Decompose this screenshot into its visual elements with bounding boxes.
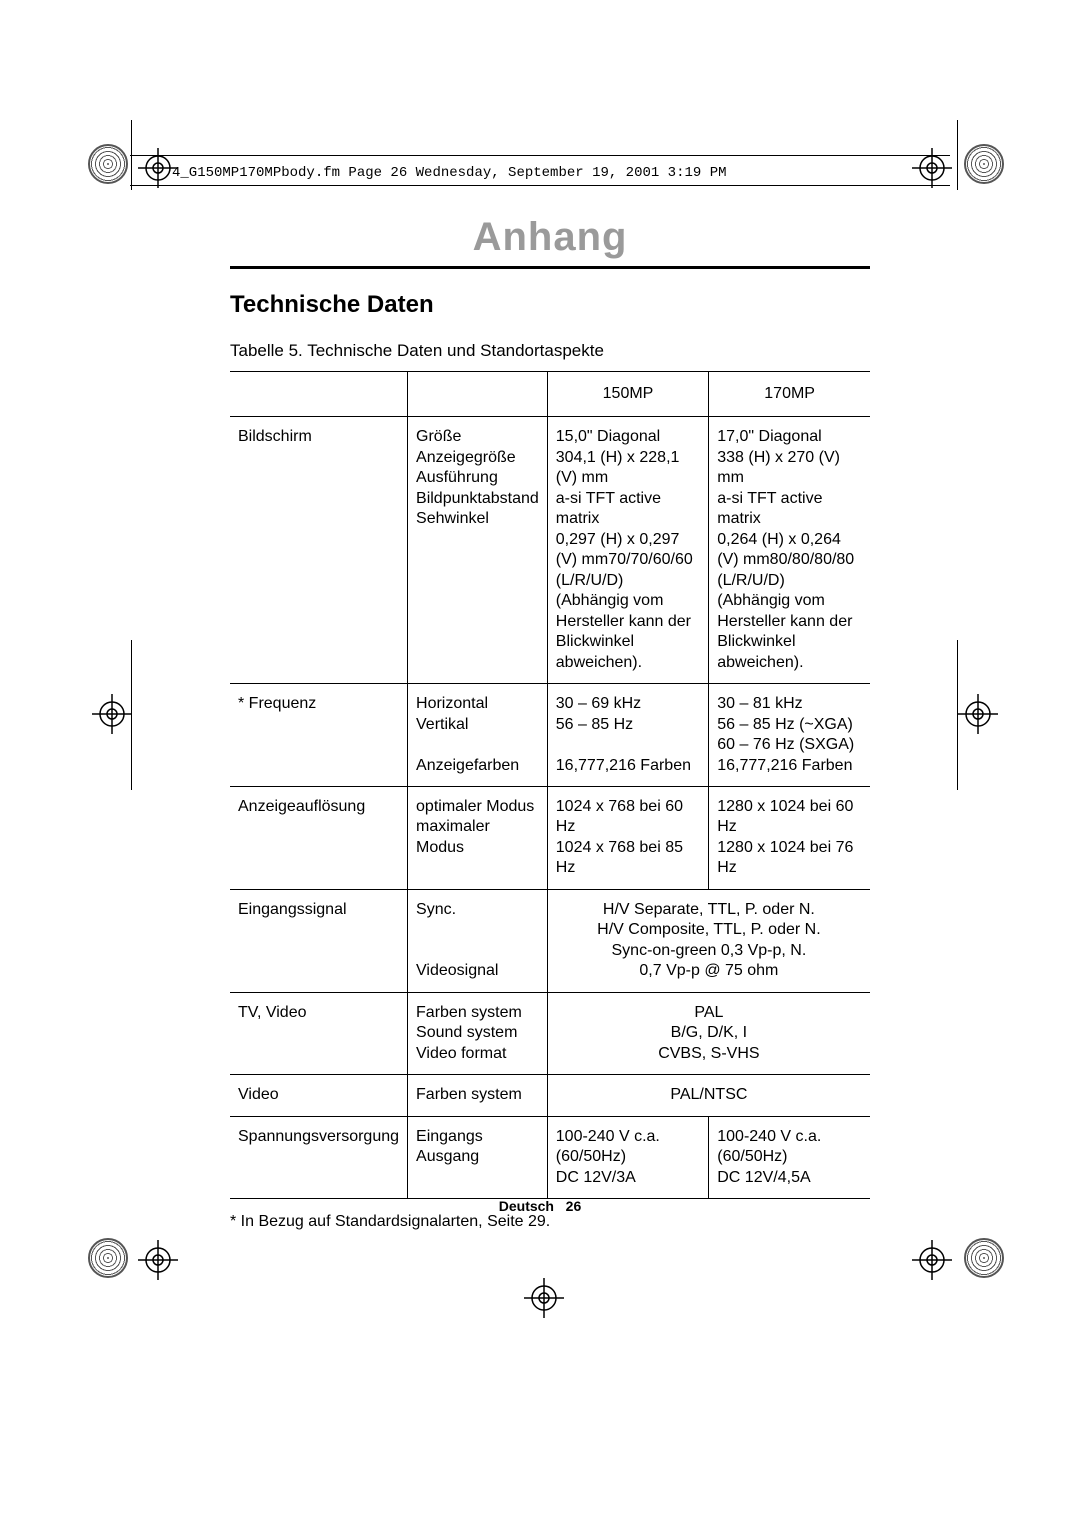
- hairline-right-top: [957, 120, 958, 190]
- row-frequenz: * Frequenz Horizontal Vertikal Anzeigefa…: [230, 684, 870, 787]
- th-170mp: 170MP: [709, 372, 870, 417]
- page: 4_G150MP170MPbody.fm Page 26 Wednesday, …: [0, 0, 1080, 1528]
- cell-label: Video: [230, 1075, 408, 1116]
- row-tvvideo: TV, Video Farben system Sound system Vid…: [230, 992, 870, 1074]
- cell-label: Bildschirm: [230, 417, 408, 684]
- cell-150: 15,0" Diagonal 304,1 (H) x 228,1 (V) mm …: [547, 417, 708, 684]
- table-footnote: * In Bezug auf Standardsignalarten, Seit…: [230, 1213, 870, 1231]
- spec-table: 150MP 170MP Bildschirm Größe Anzeigegröß…: [230, 371, 870, 1199]
- cell-170: 1280 x 1024 bei 60 Hz 1280 x 1024 bei 76…: [709, 786, 870, 889]
- row-aufloesung: Anzeigeauflösung optimaler Modus maximal…: [230, 786, 870, 889]
- th-blank2: [408, 372, 548, 417]
- cell-label: * Frequenz: [230, 684, 408, 787]
- table-head-row: 150MP 170MP: [230, 372, 870, 417]
- cell-150: 100-240 V c.a. (60/50Hz) DC 12V/3A: [547, 1116, 708, 1198]
- reg-mark-mr: [958, 694, 998, 734]
- reg-mark-br: [912, 1240, 952, 1280]
- reg-mark-bc: [524, 1278, 564, 1318]
- cell-attrs: Größe Anzeigegröße Ausführung Bildpunkta…: [408, 417, 548, 684]
- chapter-rule: [230, 266, 870, 269]
- cell-merged: PAL B/G, D/K, I CVBS, S-VHS: [547, 992, 870, 1074]
- cell-150: 1024 x 768 bei 60 Hz 1024 x 768 bei 85 H…: [547, 786, 708, 889]
- cell-170: 30 – 81 kHz 56 – 85 Hz (~XGA) 60 – 76 Hz…: [709, 684, 870, 787]
- hairline-right: [957, 640, 958, 790]
- cell-merged: H/V Separate, TTL, P. oder N. H/V Compos…: [547, 889, 870, 992]
- section-title: Technische Daten: [230, 291, 870, 319]
- cell-attrs: Horizontal Vertikal Anzeigefarben: [408, 684, 548, 787]
- crop-disc-tl: [88, 144, 128, 184]
- row-eingangssignal: Eingangssignal Sync. Videosignal H/V Sep…: [230, 889, 870, 992]
- footer-lang: Deutsch: [499, 1198, 554, 1214]
- header-rule-bottom: [130, 185, 950, 186]
- reg-mark-ml: [92, 694, 132, 734]
- crop-disc-bl: [88, 1238, 128, 1278]
- cell-170: 17,0" Diagonal 338 (H) x 270 (V) mm a-si…: [709, 417, 870, 684]
- header-rule-top: [130, 155, 950, 156]
- hairline-left: [131, 640, 132, 790]
- cell-attrs: Farben system Sound system Video format: [408, 992, 548, 1074]
- row-video: Video Farben system PAL/NTSC: [230, 1075, 870, 1116]
- crop-disc-tr: [964, 144, 1004, 184]
- content-area: Anhang Technische Daten Tabelle 5. Techn…: [230, 215, 870, 1247]
- table-caption: Tabelle 5. Technische Daten und Standort…: [230, 341, 870, 361]
- cell-170: 100-240 V c.a. (60/50Hz) DC 12V/4,5A: [709, 1116, 870, 1198]
- crop-disc-br: [964, 1238, 1004, 1278]
- th-150mp: 150MP: [547, 372, 708, 417]
- reg-mark-bl: [138, 1240, 178, 1280]
- cell-attrs: Eingangs Ausgang: [408, 1116, 548, 1198]
- header-text: 4_G150MP170MPbody.fm Page 26 Wednesday, …: [172, 165, 727, 181]
- th-blank1: [230, 372, 408, 417]
- cell-150: 30 – 69 kHz 56 – 85 Hz 16,777,216 Farben: [547, 684, 708, 787]
- row-bildschirm: Bildschirm Größe Anzeigegröße Ausführung…: [230, 417, 870, 684]
- cell-attrs: Farben system: [408, 1075, 548, 1116]
- chapter-title: Anhang: [230, 215, 870, 260]
- cell-label: Eingangssignal: [230, 889, 408, 992]
- cell-label: Anzeigeauflösung: [230, 786, 408, 889]
- cell-attrs: optimaler Modus maximaler Modus: [408, 786, 548, 889]
- row-spannung: Spannungsversorgung Eingangs Ausgang 100…: [230, 1116, 870, 1198]
- reg-mark-tr: [912, 148, 952, 188]
- cell-label: Spannungsversorgung: [230, 1116, 408, 1198]
- cell-merged: PAL/NTSC: [547, 1075, 870, 1116]
- cell-label: TV, Video: [230, 992, 408, 1074]
- cell-attrs: Sync. Videosignal: [408, 889, 548, 992]
- page-footer: Deutsch 26: [0, 1198, 1080, 1214]
- footer-page: 26: [566, 1198, 582, 1214]
